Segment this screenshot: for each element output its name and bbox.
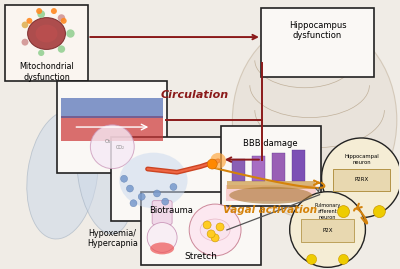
Bar	[252, 156, 265, 181]
Circle shape	[21, 38, 29, 46]
Bar	[272, 153, 285, 181]
Bar	[292, 150, 305, 181]
Circle shape	[58, 15, 64, 21]
Circle shape	[189, 204, 241, 256]
FancyBboxPatch shape	[152, 201, 172, 225]
Text: Hippocampal
neuron: Hippocampal neuron	[344, 154, 379, 165]
Text: Mitochondrial
dysfunction: Mitochondrial dysfunction	[19, 62, 74, 82]
Circle shape	[58, 46, 65, 52]
Text: BBB damage: BBB damage	[244, 139, 298, 148]
FancyBboxPatch shape	[261, 8, 374, 77]
FancyBboxPatch shape	[5, 5, 88, 81]
Circle shape	[154, 190, 160, 197]
Text: O₂: O₂	[104, 139, 111, 144]
Bar	[62, 116, 163, 141]
Text: Stretch: Stretch	[184, 252, 218, 261]
Circle shape	[120, 175, 128, 182]
FancyBboxPatch shape	[78, 91, 94, 148]
Text: Hippocampus
dysfunction: Hippocampus dysfunction	[289, 21, 346, 40]
Circle shape	[51, 8, 57, 14]
Circle shape	[373, 206, 385, 218]
Ellipse shape	[27, 111, 98, 239]
Ellipse shape	[119, 153, 188, 208]
Ellipse shape	[28, 17, 66, 49]
Text: CO₂: CO₂	[115, 145, 124, 150]
Ellipse shape	[147, 222, 177, 252]
Circle shape	[207, 159, 217, 169]
FancyBboxPatch shape	[58, 81, 167, 173]
Circle shape	[338, 206, 350, 218]
Circle shape	[170, 183, 177, 190]
Ellipse shape	[229, 187, 312, 204]
Circle shape	[38, 11, 44, 17]
Circle shape	[210, 153, 226, 169]
FancyBboxPatch shape	[111, 137, 231, 221]
FancyBboxPatch shape	[301, 219, 354, 242]
Circle shape	[322, 138, 400, 218]
Circle shape	[207, 230, 215, 238]
Ellipse shape	[232, 21, 397, 220]
Ellipse shape	[200, 219, 230, 241]
Circle shape	[211, 234, 219, 242]
Circle shape	[22, 22, 28, 28]
Circle shape	[130, 200, 137, 207]
Bar	[227, 181, 315, 189]
Ellipse shape	[77, 116, 134, 234]
FancyBboxPatch shape	[141, 192, 261, 265]
Circle shape	[338, 254, 348, 264]
FancyBboxPatch shape	[332, 169, 390, 191]
Circle shape	[138, 193, 145, 200]
Ellipse shape	[253, 139, 297, 171]
Text: P2X: P2X	[322, 228, 333, 233]
Circle shape	[216, 223, 224, 231]
Circle shape	[307, 254, 316, 264]
Text: Circulation: Circulation	[161, 90, 229, 100]
Text: Pulmonary
afferent
neuron: Pulmonary afferent neuron	[314, 203, 341, 220]
Circle shape	[61, 18, 67, 24]
Circle shape	[36, 8, 42, 14]
Circle shape	[290, 192, 366, 267]
Text: Biotrauma: Biotrauma	[149, 206, 193, 215]
Bar	[232, 159, 245, 181]
Circle shape	[26, 18, 32, 24]
Circle shape	[126, 185, 134, 192]
Circle shape	[38, 50, 44, 56]
Text: Hypoxemia/
Hypercapnia: Hypoxemia/ Hypercapnia	[87, 228, 138, 248]
Circle shape	[162, 198, 169, 205]
Circle shape	[90, 125, 134, 169]
Ellipse shape	[36, 24, 58, 43]
Bar	[226, 185, 316, 201]
Bar	[62, 98, 163, 118]
FancyBboxPatch shape	[221, 126, 320, 206]
Circle shape	[203, 221, 211, 229]
Text: P2RX: P2RX	[354, 177, 368, 182]
Ellipse shape	[150, 242, 174, 254]
Circle shape	[67, 30, 74, 37]
Text: Vagal activation: Vagal activation	[223, 205, 317, 215]
